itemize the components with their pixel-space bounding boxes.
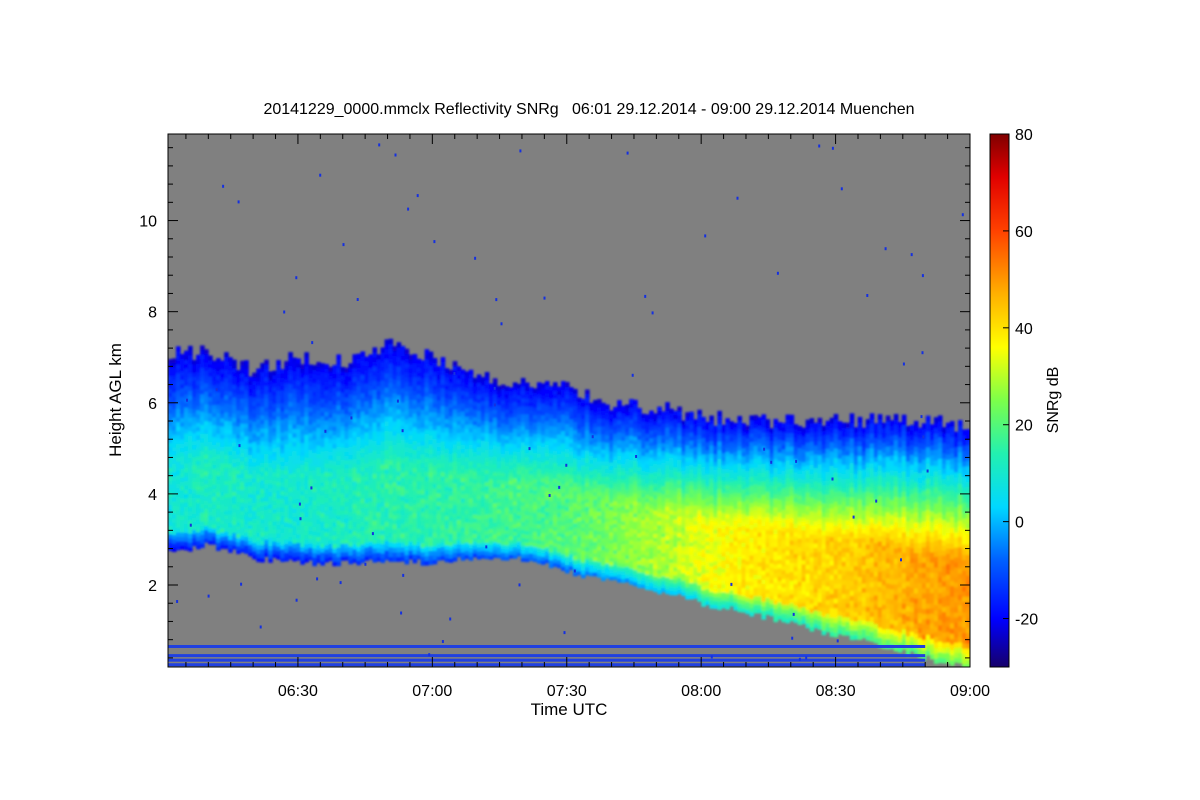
colorbar-tick-label: 0: [1015, 515, 1024, 532]
x-tick-label: 08:00: [681, 683, 721, 700]
cloud-layer: [168, 338, 970, 667]
y-axis-label: Height AGL km: [106, 343, 125, 457]
x-tick-label: 08:30: [816, 683, 856, 700]
colorbar-label: SNRg dB: [1045, 367, 1062, 434]
y-tick-label: 10: [139, 214, 157, 231]
colorbar-tick-label: 80: [1015, 127, 1033, 144]
y-tick-label: 2: [148, 578, 157, 595]
colorbar: -20 0 20 40 60 80 SNRg dB: [989, 127, 1062, 668]
chart-title: 20141229_0000.mmclx Reflectivity SNRg 06…: [263, 101, 914, 118]
x-axis: 06:30 07:00 07:30 08:00 08:30 09:00: [185, 134, 990, 700]
y-tick-label: 4: [148, 487, 157, 504]
x-axis-label: Time UTC: [531, 700, 608, 719]
colorbar-tick-label: 40: [1015, 321, 1033, 338]
plot-area: [167, 133, 971, 668]
y-tick-label: 8: [148, 305, 157, 322]
plot-frame: [167, 133, 971, 668]
reflectivity-field: [168, 143, 970, 667]
y-tick-label: 6: [148, 396, 157, 413]
x-tick-label: 06:30: [278, 683, 318, 700]
x-tick-label: 09:00: [950, 683, 990, 700]
x-tick-label: 07:00: [412, 683, 452, 700]
ground-clutter: [168, 645, 926, 667]
colorbar-tick-label: 60: [1015, 224, 1033, 241]
x-tick-label: 07:30: [547, 683, 587, 700]
colorbar-ticks: -20 0 20 40 60 80: [1003, 127, 1038, 629]
noise-speckles: [176, 143, 964, 661]
colorbar-tick-label: 20: [1015, 418, 1033, 435]
y-axis: 2 4 6 8 10: [139, 147, 970, 659]
colorbar-tick-label: -20: [1015, 612, 1038, 629]
colorbar-gradient: [989, 133, 1010, 668]
